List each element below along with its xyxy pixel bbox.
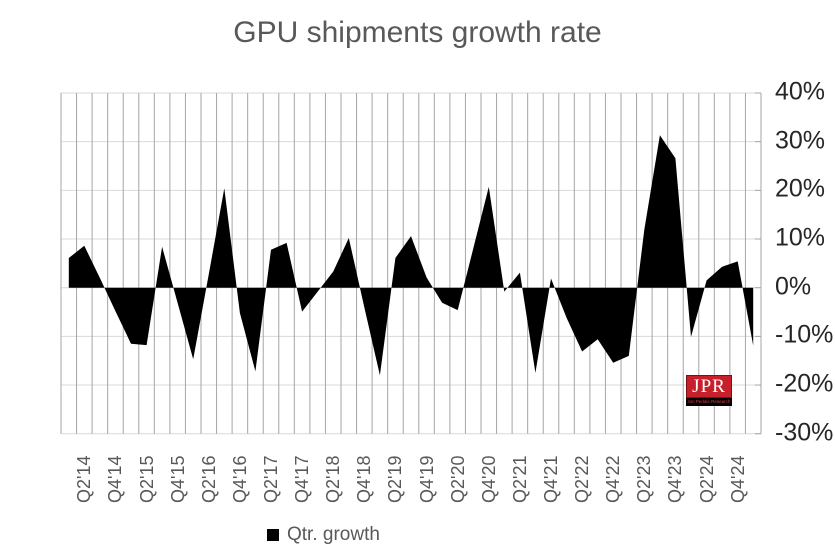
x-tick-label: Q2'20 — [447, 455, 468, 503]
jpr-logo-subtext: Jon Peddie Research — [687, 399, 731, 405]
legend-swatch-icon — [267, 529, 279, 541]
x-tick-label: Q2'23 — [634, 455, 655, 503]
x-tick-label: Q2'16 — [198, 455, 219, 503]
x-tick-label: Q4'23 — [665, 455, 686, 503]
y-tick-label: 40% — [775, 77, 826, 106]
x-tick-label: Q4'24 — [727, 455, 748, 503]
x-tick-label: Q4'17 — [292, 455, 313, 503]
y-tick-label: -30% — [775, 418, 834, 447]
x-tick-label: Q4'15 — [167, 455, 188, 503]
y-tick-label: -20% — [775, 369, 834, 398]
x-tick-label: Q4'20 — [478, 455, 499, 503]
jpr-logo-box: JPR — [686, 375, 732, 398]
x-tick-label: Q2'21 — [509, 455, 530, 503]
x-tick-label: Q2'22 — [572, 455, 593, 503]
x-tick-label: Q4'16 — [229, 455, 250, 503]
x-tick-label: Q4'19 — [416, 455, 437, 503]
y-tick-label: 30% — [775, 125, 826, 154]
legend-label: Qtr. growth — [287, 524, 380, 545]
x-tick-label: Q4'21 — [541, 455, 561, 503]
chart-title: GPU shipments growth rate — [233, 16, 602, 49]
x-tick-label: Q2'19 — [385, 455, 406, 503]
y-tick-label: 10% — [775, 223, 826, 252]
y-tick-label: -10% — [775, 320, 834, 349]
x-tick-label: Q2'14 — [74, 455, 95, 503]
x-tick-label: Q2'17 — [261, 455, 281, 503]
jpr-logo-band: Jon Peddie Research — [686, 398, 732, 406]
x-tick-label: Q2'24 — [696, 455, 717, 503]
x-tick-label: Q2'15 — [136, 455, 157, 503]
legend: Qtr. growth — [267, 524, 380, 546]
y-tick-label: 20% — [775, 174, 826, 203]
y-tick-label: 0% — [775, 272, 812, 301]
x-tick-label: Q4'18 — [354, 455, 375, 503]
x-tick-label: Q4'22 — [603, 455, 624, 503]
x-tick-label: Q4'14 — [105, 455, 126, 503]
jpr-logo: JPR Jon Peddie Research — [686, 375, 732, 406]
x-tick-label: Q2'18 — [323, 455, 344, 503]
jpr-logo-text: JPR — [692, 376, 726, 397]
growth-area-series — [68, 135, 754, 376]
